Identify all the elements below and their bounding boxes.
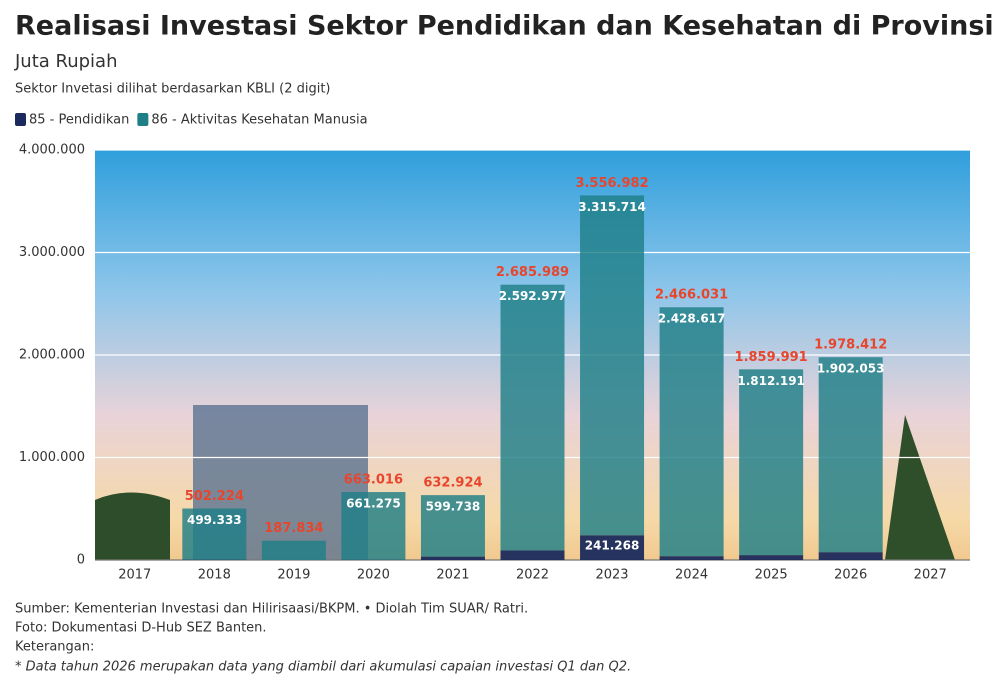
chart-subtitle: Juta Rupiah [14,51,118,72]
photo-trees [95,492,170,560]
value-label: 599.738 [426,500,481,514]
total-label: 2.685.989 [496,265,569,280]
value-label: 1.902.053 [817,362,885,376]
value-label: 3.315.714 [578,200,646,214]
x-tick-label: 2026 [834,568,867,583]
bar-segment [500,284,565,551]
x-tick-label: 2025 [755,568,788,583]
y-tick-label: 3.000.000 [19,245,85,260]
footer-line: Sumber: Kementerian Investasi dan Hiliri… [15,602,528,617]
y-tick-label: 0 [77,553,85,568]
x-tick-label: 2021 [436,568,469,583]
bar-segment [420,556,485,560]
total-label: 2.466.031 [655,288,728,303]
legend-label: 86 - Aktivitas Kesehatan Manusia [151,113,367,128]
x-tick-label: 2019 [277,568,310,583]
bar-segment [420,495,485,557]
total-label: 187.834 [264,521,323,536]
bar-segment [659,556,724,560]
legend-swatch [137,113,149,126]
x-tick-label: 2024 [675,568,708,583]
footer-line: Keterangan: [15,640,94,655]
bar-segment [182,508,247,560]
chart-note: Sektor Invetasi dilihat berdasarkan KBLI… [15,82,331,97]
value-label: 661.275 [346,497,401,511]
total-label: 663.016 [344,473,403,488]
bar-segment [818,357,883,553]
x-tick-label: 2027 [914,568,947,583]
value-label: 2.592.977 [499,289,567,303]
legend-swatch [15,113,26,126]
footnote: * Data tahun 2026 merupakan data yang di… [15,660,631,675]
bar-segment [818,552,883,560]
bar-segment [580,195,645,536]
bar-segment [739,555,804,560]
x-tick-label: 2022 [516,568,549,583]
footer-line: Foto: Dokumentasi D-Hub SEZ Banten. [15,621,267,636]
bar-segment [500,550,565,560]
x-tick-label: 2018 [198,568,231,583]
value-label: 1.812.191 [737,374,805,388]
total-label: 1.978.412 [814,338,887,353]
bar-segment [659,307,724,557]
bar-segment [739,369,804,556]
legend-label: 85 - Pendidikan [29,113,129,128]
x-tick-label: 2023 [595,568,628,583]
total-label: 502.224 [185,489,244,504]
value-label: 499.333 [187,513,242,527]
value-label: 241.268 [585,539,640,553]
total-label: 632.924 [423,476,482,491]
total-label: 1.859.991 [735,350,808,365]
total-label: 3.556.982 [575,176,648,191]
photo-tree [885,415,955,560]
bar-segment [261,540,326,560]
y-tick-label: 4.000.000 [19,143,85,158]
y-tick-label: 1.000.000 [19,450,85,465]
bar-segment [341,492,406,560]
bar-segment [580,535,645,560]
value-label: 2.428.617 [658,312,726,326]
x-tick-label: 2020 [357,568,390,583]
y-tick-label: 2.000.000 [19,348,85,363]
chart-title: Realisasi Investasi Sektor Pendidikan da… [15,11,1000,42]
x-tick-label: 2017 [118,568,151,583]
